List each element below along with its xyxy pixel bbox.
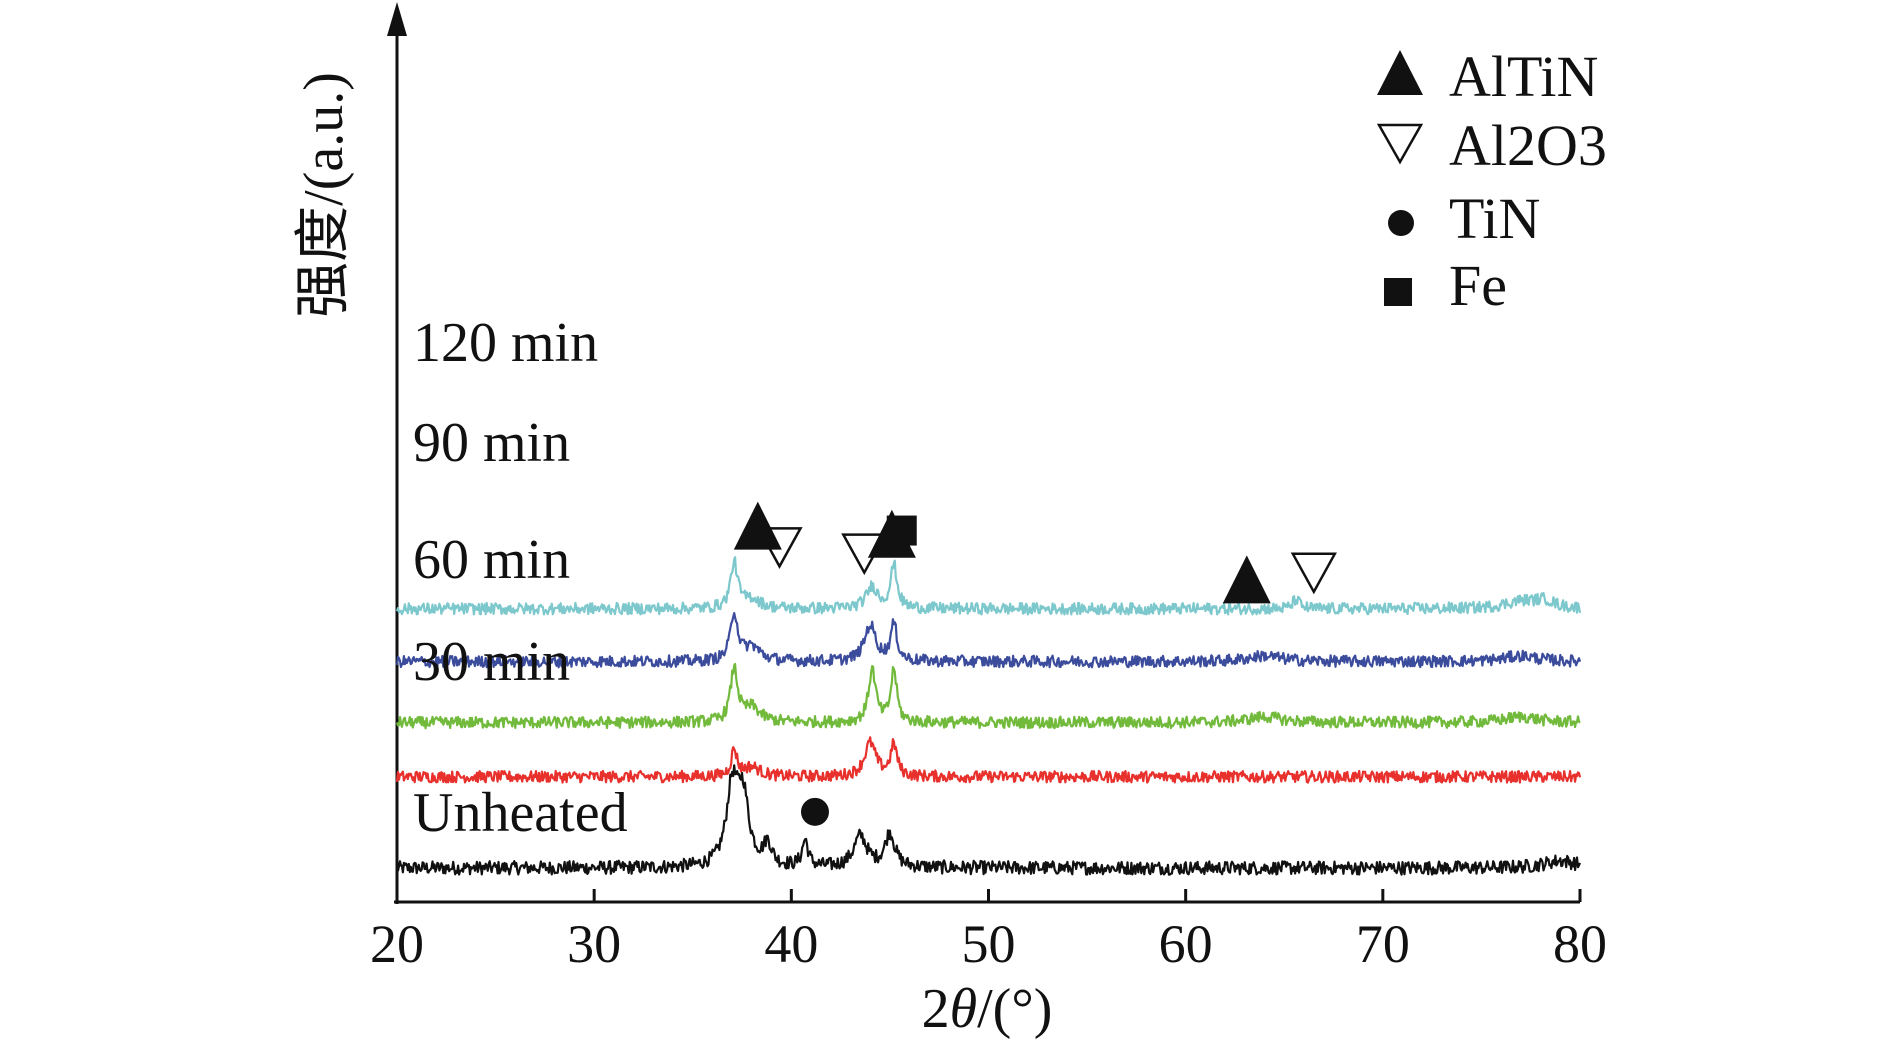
- legend-fe-square-icon: [1384, 278, 1412, 306]
- x-tick-label-50: 50: [962, 914, 1016, 974]
- y-axis-title: 强度/(a.u.): [293, 72, 355, 318]
- x-tick-label-60: 60: [1159, 914, 1213, 974]
- curve-label-60: 60 min: [413, 529, 570, 591]
- x-tick-label-20: 20: [370, 914, 424, 974]
- curve-label-30: 30 min: [413, 631, 570, 693]
- curve-labels: 120 min 90 min 60 min 30 min Unheated: [413, 312, 628, 844]
- fe-peak-marker-square-icon: [886, 515, 917, 546]
- y-axis-arrow-icon: [387, 2, 407, 36]
- series-line-90-min: [395, 612, 1582, 669]
- al2o3-peak-marker-triangle-down-icon: [1290, 552, 1337, 595]
- x-tick-label-30: 30: [567, 914, 621, 974]
- x-ticks: 20 30 40 50 60 70 80: [370, 889, 1607, 974]
- altin-peak-marker-triangle-up-icon: [733, 501, 782, 550]
- series-line-120-min: [395, 556, 1582, 616]
- legend-altin-triangle-up-icon: [1377, 50, 1423, 95]
- curves: [395, 556, 1582, 876]
- peak-markers: [733, 501, 1337, 826]
- legend-label-tin: TiN: [1449, 186, 1540, 251]
- legend-al2o3-triangle-down-icon: [1376, 123, 1424, 165]
- curve-label-120: 120 min: [413, 312, 598, 374]
- tin-peak-marker-circle-icon: [800, 797, 829, 826]
- al2o3-peak-marker-triangle-down-icon: [756, 527, 803, 569]
- legend-tin-circle-icon: [1388, 210, 1414, 236]
- x-tick-label-70: 70: [1356, 914, 1410, 974]
- legend-label-fe: Fe: [1449, 253, 1507, 318]
- legend-label-al2o3: Al2O3: [1449, 113, 1607, 178]
- legend-label-altin: AlTiN: [1449, 44, 1598, 109]
- series-line-60-min: [395, 662, 1581, 730]
- altin-peak-marker-triangle-up-icon: [1222, 555, 1271, 604]
- x-tick-label-80: 80: [1553, 914, 1607, 974]
- series-line-unheated: [395, 764, 1582, 876]
- series-line-30-min: [395, 736, 1582, 784]
- x-tick-label-40: 40: [764, 914, 818, 974]
- legend: AlTiN Al2O3 TiN Fe: [1376, 44, 1607, 318]
- curve-label-90: 90 min: [413, 412, 570, 474]
- x-axis-title: 2θ/(°): [922, 978, 1053, 1040]
- curve-label-unheated: Unheated: [413, 782, 628, 844]
